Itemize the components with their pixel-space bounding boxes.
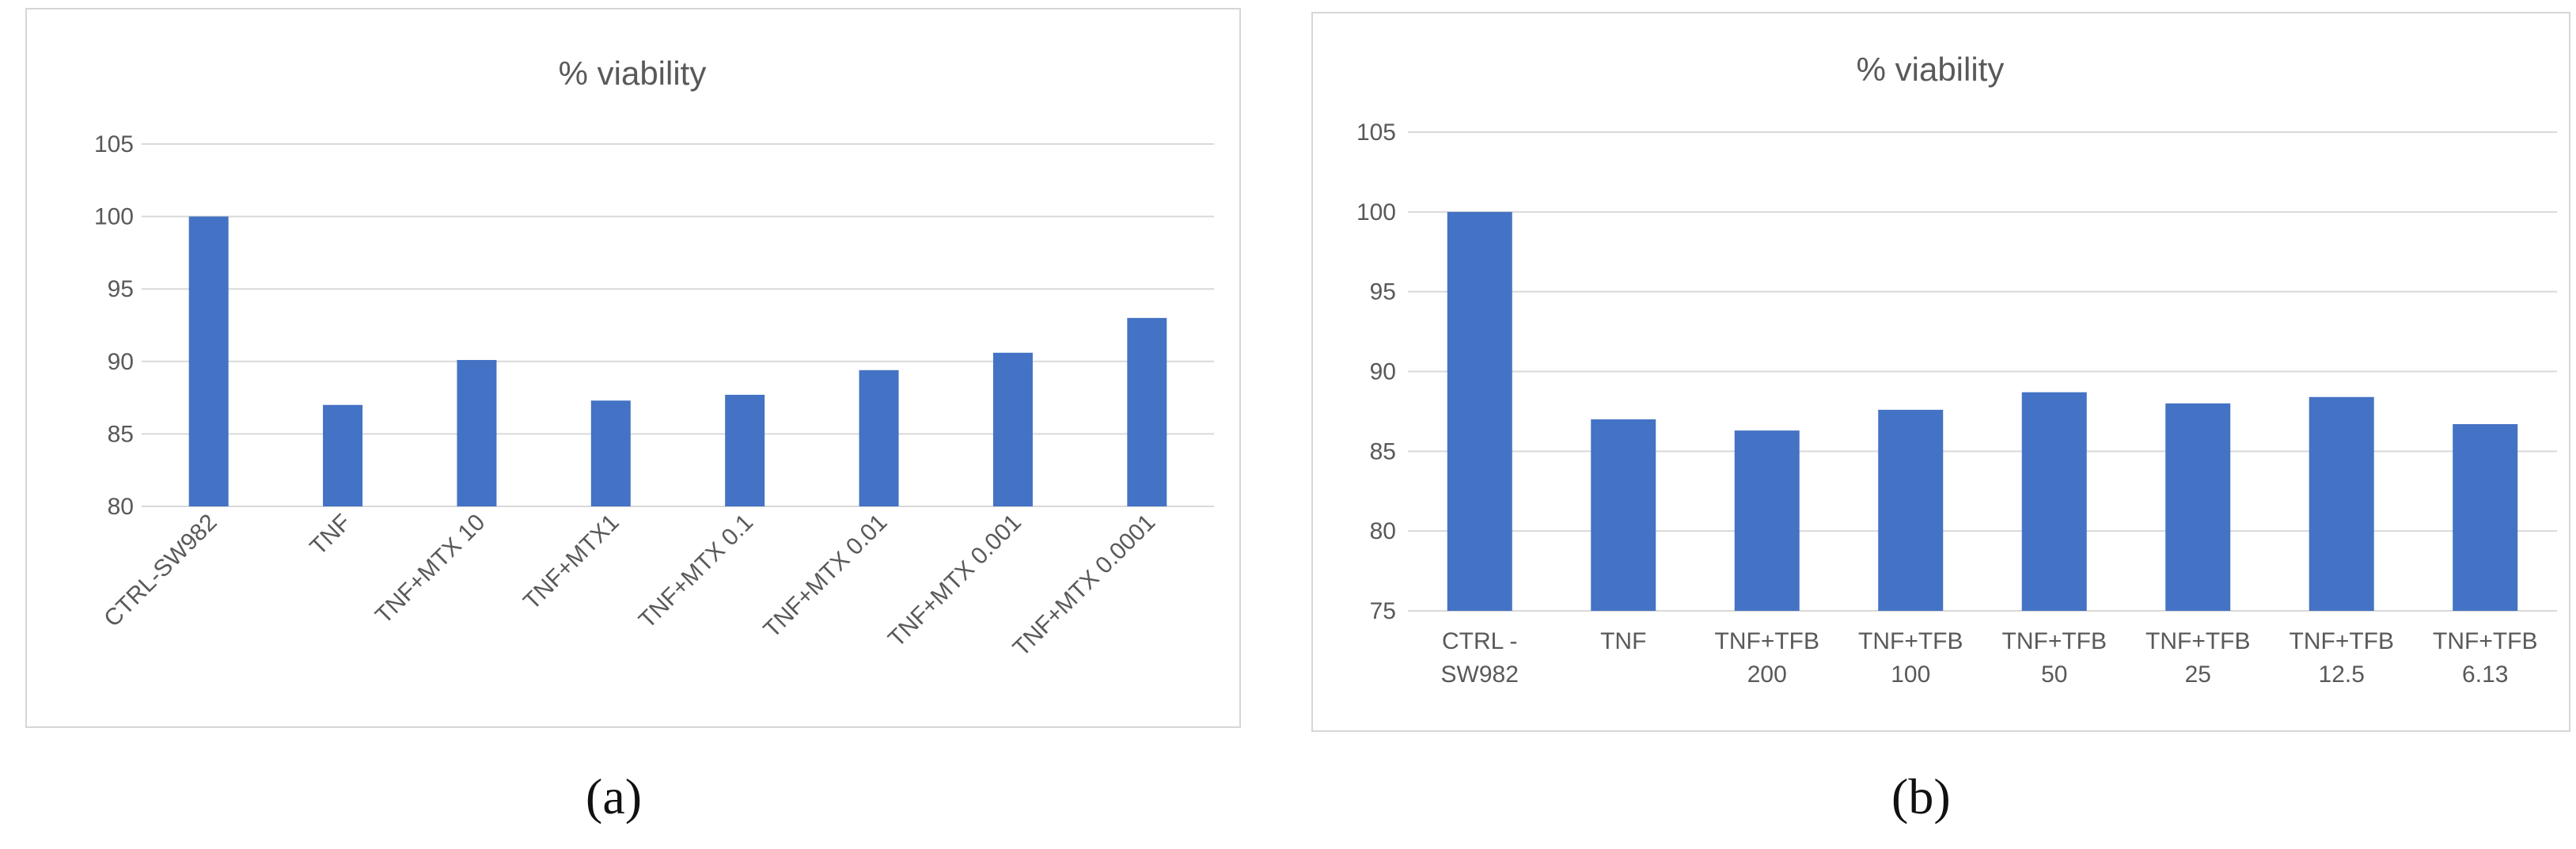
chart-a-xtick-label: TNF+MTX 0.001 — [883, 510, 1026, 653]
chart-a-bar — [992, 352, 1033, 506]
chart-b-xtick-label: TNF+TFB 25 — [2145, 628, 2251, 688]
chart-a-bar — [457, 359, 497, 506]
chart-b-bar — [2165, 403, 2231, 611]
chart-a-xtick-label: TNF — [305, 510, 356, 561]
chart-b-bar — [2453, 424, 2518, 611]
chart-a-bar — [859, 370, 899, 506]
chart-a-bar — [1127, 317, 1167, 506]
chart-b-xtick-label: TNF — [1600, 628, 1646, 654]
chart-b-xtick-label: TNF+TFB 100 — [1858, 628, 1963, 688]
chart-b-svg: % viability 75 80 85 90 95 100 105 CTRL -SW982 TN… — [1356, 51, 2557, 688]
chart-b-ytick-label: 90 — [1370, 359, 1396, 385]
chart-b-ytick-label: 85 — [1370, 438, 1396, 464]
chart-a-ytick-label: 90 — [108, 349, 134, 375]
chart-a-svg: % viability 80 85 90 95 100 105 CTRL-SW982 TNF TN… — [94, 55, 1214, 662]
chart-a-ytick-label: 105 — [94, 131, 134, 157]
chart-a-ytick-label: 100 — [94, 204, 134, 230]
chart-b-bar — [2309, 396, 2374, 611]
chart-a-ytick-label: 95 — [108, 276, 134, 302]
chart-b-xtick-label: TNF+TFB 12.5 — [2290, 628, 2395, 688]
chart-b-title: % viability — [1857, 51, 2005, 88]
chart-a-bar — [725, 394, 765, 506]
chart-b-ytick-label: 100 — [1356, 199, 1396, 226]
chart-b-bar — [1878, 409, 1944, 611]
chart-panel-a: % viability 80 85 90 95 100 105 CTRL-SW982 TNF TN… — [25, 8, 1241, 728]
chart-b-ytick-label: 80 — [1370, 518, 1396, 544]
chart-a-ytick-label: 85 — [108, 421, 134, 447]
chart-a-xtick-label: TNF+MTX 0.0001 — [1008, 510, 1161, 662]
chart-b-bar — [1591, 419, 1656, 611]
chart-panel-b: % viability 75 80 85 90 95 100 105 CTRL -SW982 TN… — [1311, 12, 2570, 732]
chart-b-xtick-label: TNF+TFB 6.13 — [2433, 628, 2538, 688]
chart-b-bar — [2021, 392, 2087, 611]
chart-b-xtick-label: TNF+TFB 200 — [1715, 628, 1820, 688]
chart-b-bar — [1447, 211, 1512, 611]
panel-label-a: (a) — [586, 768, 643, 824]
chart-a-bar — [188, 216, 229, 506]
chart-b-ytick-label: 95 — [1370, 279, 1396, 305]
chart-a-xtick-label: TNF+MTX1 — [518, 510, 624, 616]
chart-a-xtick-label: TNF+MTX 0.01 — [759, 510, 893, 643]
chart-a-xtick-label: CTRL-SW982 — [99, 510, 222, 632]
chart-b-xtick-label: TNF+TFB 50 — [2002, 628, 2107, 688]
chart-b-bar — [1734, 430, 1800, 611]
chart-a-ytick-label: 80 — [108, 494, 134, 520]
panel-label-b: (b) — [1891, 768, 1951, 824]
chart-a-title: % viability — [559, 55, 707, 92]
chart-b-ytick-label: 75 — [1370, 598, 1396, 624]
chart-b-ytick-label: 105 — [1356, 119, 1396, 146]
chart-a-bar — [590, 400, 631, 506]
chart-a-xtick-label: TNF+MTX 0.1 — [634, 510, 758, 634]
chart-a-bar — [323, 404, 363, 506]
chart-b-xtick-label: CTRL -SW982 — [1441, 628, 1519, 688]
chart-a-xtick-label: TNF+MTX 10 — [370, 510, 490, 629]
